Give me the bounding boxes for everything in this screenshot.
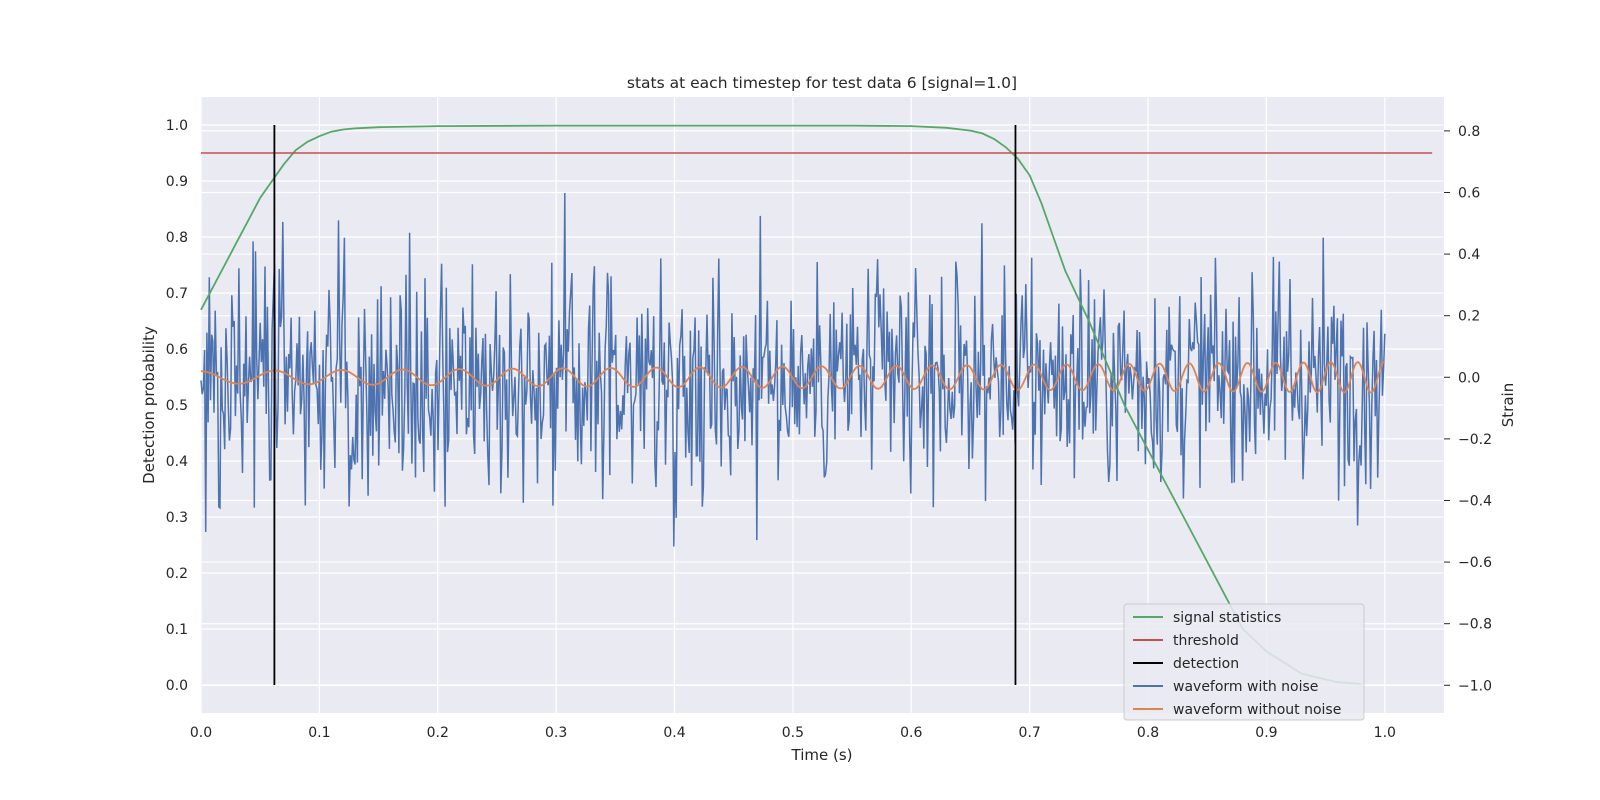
legend-label-waveform-without-noise: waveform without noise bbox=[1173, 702, 1341, 718]
legend-label-signal-statistics: signal statistics bbox=[1173, 610, 1281, 626]
x-axis-label: Time (s) bbox=[791, 746, 853, 764]
x-tick-label: 0.1 bbox=[308, 725, 330, 741]
y-axis-left-label: Detection probability bbox=[140, 326, 158, 484]
series-waveform-with-noise bbox=[200, 192, 1386, 547]
y-left-tick-label: 0.6 bbox=[166, 342, 188, 358]
x-tick-label: 1.0 bbox=[1374, 725, 1396, 741]
y-right-tick-label: −0.4 bbox=[1458, 493, 1492, 509]
y-right-tick-label: −0.2 bbox=[1458, 432, 1492, 448]
y-right-tick-label: 0.0 bbox=[1458, 370, 1480, 386]
x-tick-label: 0.7 bbox=[1019, 725, 1041, 741]
legend: signal statistics threshold detection wa… bbox=[1123, 603, 1365, 721]
x-tick-label: 0.3 bbox=[545, 725, 567, 741]
y-left-tick-label: 0.3 bbox=[166, 510, 188, 526]
y-right-tick-label: −0.6 bbox=[1458, 555, 1492, 571]
y-left-tick-label: 0.9 bbox=[166, 174, 188, 190]
x-tick-label: 0.5 bbox=[782, 725, 804, 741]
x-tick-label: 0.2 bbox=[427, 725, 449, 741]
y-left-tick-label: 0.1 bbox=[166, 622, 188, 638]
x-tick-label: 0.9 bbox=[1255, 725, 1277, 741]
y-right-tick-label: −0.8 bbox=[1458, 617, 1492, 633]
y-axis-right-label: Strain bbox=[1499, 383, 1517, 427]
x-tick-label: 0.6 bbox=[900, 725, 922, 741]
y-left-tick-label: 1.0 bbox=[166, 118, 188, 134]
y-right-tick-label: 0.2 bbox=[1458, 309, 1480, 325]
x-tick-label: 0.4 bbox=[663, 725, 685, 741]
legend-label-threshold: threshold bbox=[1173, 633, 1239, 649]
chart-title: stats at each timestep for test data 6 [… bbox=[627, 74, 1017, 92]
legend-label-waveform-with-noise: waveform with noise bbox=[1173, 679, 1318, 695]
y-right-tick-label: 0.8 bbox=[1458, 124, 1480, 140]
legend-label-detection: detection bbox=[1173, 656, 1239, 672]
y-left-tick-label: 0.7 bbox=[166, 286, 188, 302]
y-right-tick-label: 0.4 bbox=[1458, 247, 1480, 263]
legend-box bbox=[1123, 603, 1365, 721]
ticks: 0.0 0.1 0.2 0.3 0.4 0.5 0.6 0.7 0.8 0.9 1.0 0.0 0.1 0… bbox=[166, 118, 1492, 741]
series-waveform-without-noise bbox=[200, 360, 1385, 394]
y-left-tick-label: 0.8 bbox=[166, 230, 188, 246]
series-layer bbox=[200, 124, 1433, 685]
y-right-tick-label: −1.0 bbox=[1458, 678, 1492, 694]
y-left-tick-label: 0.0 bbox=[166, 678, 188, 694]
x-tick-label: 0.0 bbox=[190, 725, 212, 741]
y-left-tick-label: 0.2 bbox=[166, 566, 188, 582]
y-right-tick-label: 0.6 bbox=[1458, 185, 1480, 201]
y-left-tick-label: 0.5 bbox=[166, 398, 188, 414]
series-signal-statistics bbox=[200, 124, 1362, 685]
x-tick-label: 0.8 bbox=[1137, 725, 1159, 741]
y-left-tick-label: 0.4 bbox=[166, 454, 188, 470]
